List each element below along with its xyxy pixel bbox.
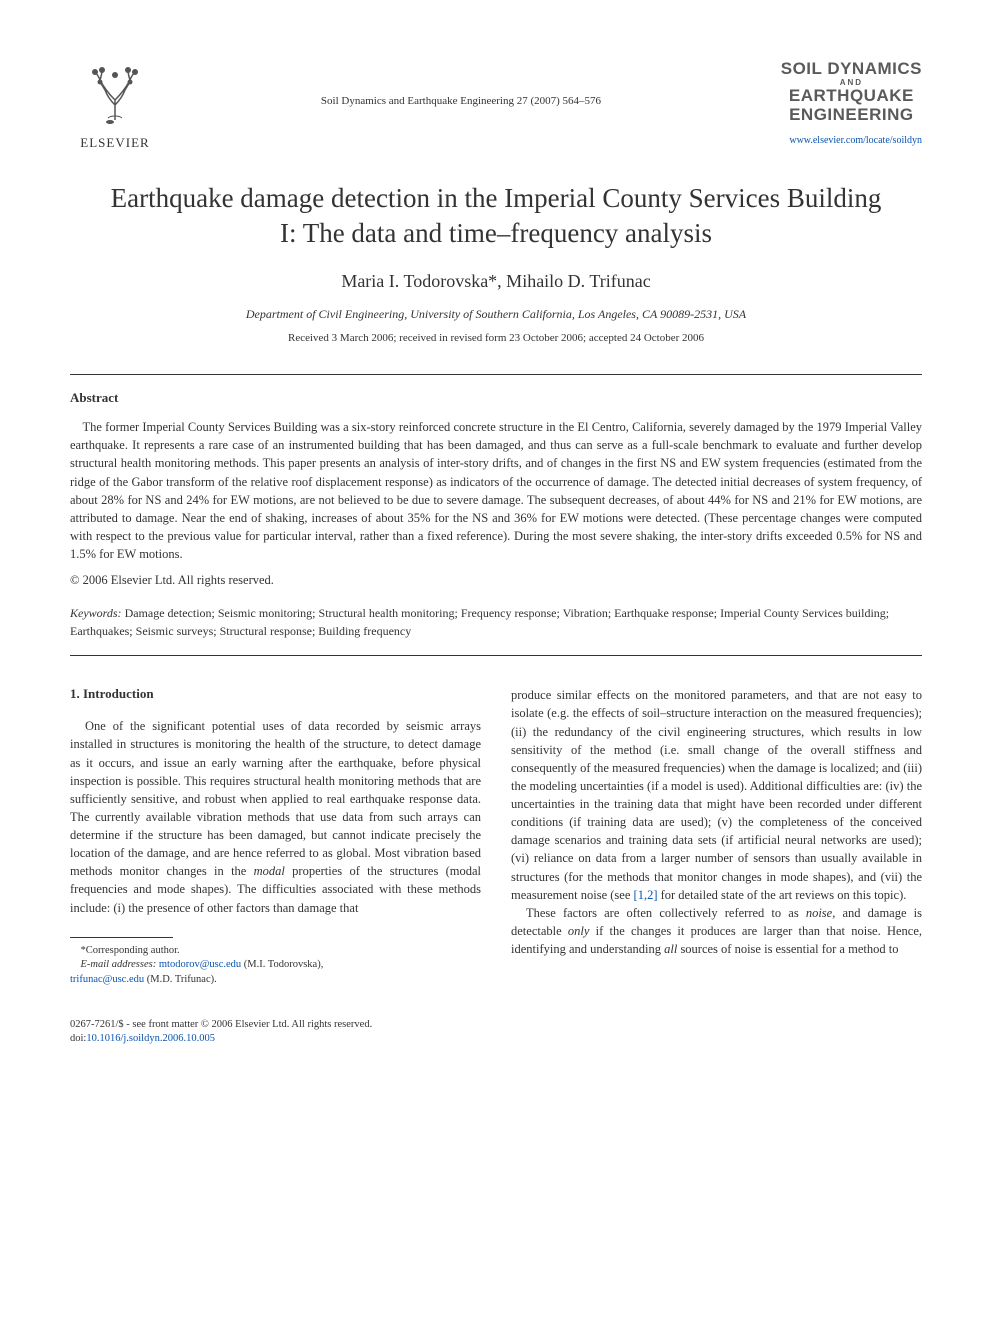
- title-line-2: I: The data and time–frequency analysis: [280, 218, 712, 248]
- journal-reference: Soil Dynamics and Earthquake Engineering…: [160, 60, 762, 107]
- copyright: © 2006 Elsevier Ltd. All rights reserved…: [70, 571, 922, 589]
- doi-line: doi:10.1016/j.soildyn.2006.10.005: [70, 1032, 922, 1047]
- publisher-name: ELSEVIER: [80, 135, 149, 151]
- footnote-divider: [70, 937, 173, 938]
- article-title: Earthquake damage detection in the Imper…: [70, 181, 922, 251]
- corresponding-author: *Corresponding author.: [70, 944, 481, 959]
- divider: [70, 655, 922, 656]
- intro-para-1-left: One of the significant potential uses of…: [70, 717, 481, 916]
- authors: Maria I. Todorovska*, Mihailo D. Trifuna…: [70, 271, 922, 292]
- section-heading: 1. Introduction: [70, 686, 481, 702]
- journal-link[interactable]: www.elsevier.com/locate/soildyn: [762, 135, 922, 146]
- brand-line-3: ENGINEERING: [781, 106, 922, 125]
- keywords-label: Keywords:: [70, 606, 122, 620]
- body-columns: 1. Introduction One of the significant p…: [70, 686, 922, 987]
- affiliation: Department of Civil Engineering, Univers…: [70, 307, 922, 322]
- footer-info: 0267-7261/$ - see front matter © 2006 El…: [70, 1018, 922, 1047]
- footer-line-1: 0267-7261/$ - see front matter © 2006 El…: [70, 1018, 922, 1033]
- reference-link[interactable]: [1,2]: [634, 888, 658, 902]
- body-column-right: produce similar effects on the monitored…: [511, 686, 922, 987]
- abstract-label: Abstract: [70, 390, 922, 406]
- keywords-text: Damage detection; Seismic monitoring; St…: [70, 606, 889, 638]
- intro-para-2-right: These factors are often collectively ref…: [511, 904, 922, 958]
- article-dates: Received 3 March 2006; received in revis…: [70, 332, 922, 344]
- journal-brand: SOIL DYNAMICS AND EARTHQUAKE ENGINEERING…: [762, 60, 922, 146]
- elsevier-tree-icon: [80, 60, 150, 130]
- publisher-logo: ELSEVIER: [70, 60, 160, 151]
- email-link-2[interactable]: trifunac@usc.edu: [70, 974, 144, 985]
- divider: [70, 374, 922, 375]
- email-link-1[interactable]: mtodorov@usc.edu: [159, 959, 241, 970]
- keywords: Keywords: Damage detection; Seismic moni…: [70, 604, 922, 640]
- page-header: ELSEVIER Soil Dynamics and Earthquake En…: [70, 60, 922, 151]
- intro-para-1-right: produce similar effects on the monitored…: [511, 686, 922, 904]
- brand-line-2: EARTHQUAKE: [781, 87, 922, 106]
- author-emails: E-mail addresses: mtodorov@usc.edu (M.I.…: [70, 958, 481, 987]
- brand-line-1: SOIL DYNAMICS: [781, 60, 922, 79]
- body-column-left: 1. Introduction One of the significant p…: [70, 686, 481, 987]
- doi-link[interactable]: 10.1016/j.soildyn.2006.10.005: [86, 1033, 215, 1044]
- title-line-1: Earthquake damage detection in the Imper…: [111, 183, 882, 213]
- abstract-text: The former Imperial County Services Buil…: [70, 418, 922, 563]
- email-label: E-mail addresses:: [81, 959, 157, 970]
